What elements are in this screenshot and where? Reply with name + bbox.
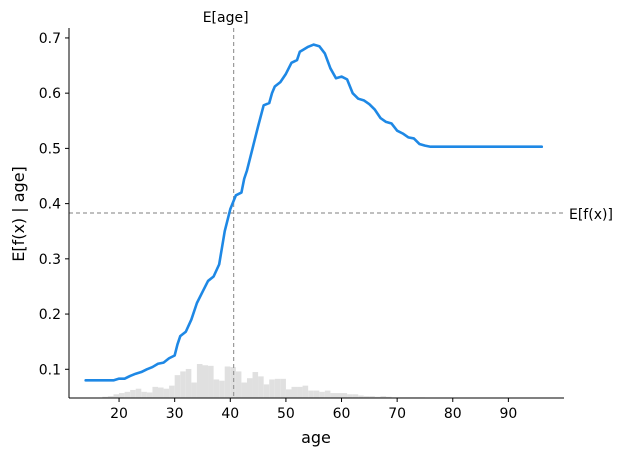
- histogram-bar: [386, 396, 392, 398]
- y-tick-label: 0.6: [39, 86, 61, 102]
- x-tick-label: 20: [110, 406, 128, 422]
- y-tick-label: 0.4: [39, 197, 61, 213]
- x-tick-label: 30: [166, 406, 184, 422]
- histogram-bar: [119, 393, 125, 398]
- histogram-bar: [324, 390, 331, 398]
- histogram-bar: [369, 396, 375, 398]
- x-tick-label: 70: [388, 406, 406, 422]
- histogram-bar: [219, 380, 225, 398]
- histogram-bar: [163, 388, 170, 398]
- y-tick-label: 0.7: [39, 31, 61, 47]
- histogram-bar: [280, 378, 286, 398]
- x-axis-title: age: [301, 428, 331, 447]
- histogram-bar: [157, 387, 164, 398]
- y-tick-label: 0.2: [39, 307, 61, 323]
- histogram-bar: [241, 382, 247, 398]
- x-tick-label: 90: [499, 406, 517, 422]
- histogram-bar: [146, 392, 153, 398]
- histogram-bar: [124, 391, 131, 398]
- histogram-bar: [308, 390, 314, 398]
- series-line: [84, 43, 544, 382]
- histogram-bar: [330, 393, 336, 398]
- histogram-bar: [335, 393, 342, 398]
- histogram-bar: [291, 386, 298, 398]
- expected-fx-label: E[f(x)]: [569, 207, 613, 223]
- histogram-bar: [213, 379, 220, 398]
- histogram-bar: [358, 395, 364, 398]
- y-tick-label: 0.3: [39, 252, 61, 268]
- histogram-bar: [285, 389, 292, 398]
- histogram: [102, 364, 509, 398]
- x-tick-label: 50: [277, 406, 295, 422]
- histogram-bar: [297, 386, 303, 398]
- histogram-bar: [107, 396, 114, 398]
- y-tick-label: 0.1: [39, 362, 61, 378]
- histogram-bar: [246, 378, 253, 398]
- y-tick-label: 0.5: [39, 141, 61, 157]
- histogram-bar: [352, 394, 359, 398]
- histogram-bar: [380, 396, 387, 398]
- histogram-bar: [196, 364, 203, 398]
- labels: age E[f(x) | age]: [9, 166, 331, 447]
- histogram-bar: [363, 396, 370, 398]
- histogram-bar: [208, 365, 214, 398]
- histogram-bar: [185, 368, 192, 398]
- histogram-bar: [102, 396, 108, 398]
- series-layer: [84, 43, 544, 382]
- histogram-bar: [263, 384, 270, 398]
- x-tick-label: 60: [333, 406, 351, 422]
- histogram-bar: [235, 371, 242, 398]
- histogram-bar: [313, 390, 320, 398]
- histogram-bar: [191, 382, 197, 398]
- histogram-bar: [302, 385, 309, 398]
- histogram-bar: [347, 394, 353, 398]
- histogram-bar: [252, 372, 259, 398]
- histogram-bar: [258, 376, 264, 398]
- histogram-bar: [269, 379, 275, 398]
- expected-age-label: E[age]: [203, 10, 249, 26]
- histogram-bar: [224, 366, 231, 398]
- histogram-bar: [113, 394, 120, 398]
- histogram-bar: [274, 378, 281, 398]
- histogram-bar: [169, 385, 175, 398]
- histogram-bar: [319, 391, 325, 398]
- histogram-bar: [230, 367, 236, 398]
- histogram-bar: [180, 371, 186, 398]
- histogram-bar: [152, 386, 158, 398]
- histogram-bar: [141, 391, 147, 398]
- histogram-bar: [130, 389, 136, 398]
- histogram-bar: [374, 396, 381, 398]
- histogram-bar: [174, 375, 181, 398]
- x-tick-label: 40: [221, 406, 239, 422]
- x-tick-label: 80: [444, 406, 462, 422]
- histogram-bar: [135, 388, 142, 398]
- axes: 20 30 40 50 60 70 80 90 0.1 0.2 0.3 0.4 0.5 0.6 0.7: [39, 28, 564, 422]
- y-axis-title: E[f(x) | age]: [9, 166, 28, 262]
- reference-lines: E[age] E[f(x)]: [69, 10, 613, 398]
- histogram-bar: [341, 393, 348, 398]
- histogram-bar: [202, 365, 209, 398]
